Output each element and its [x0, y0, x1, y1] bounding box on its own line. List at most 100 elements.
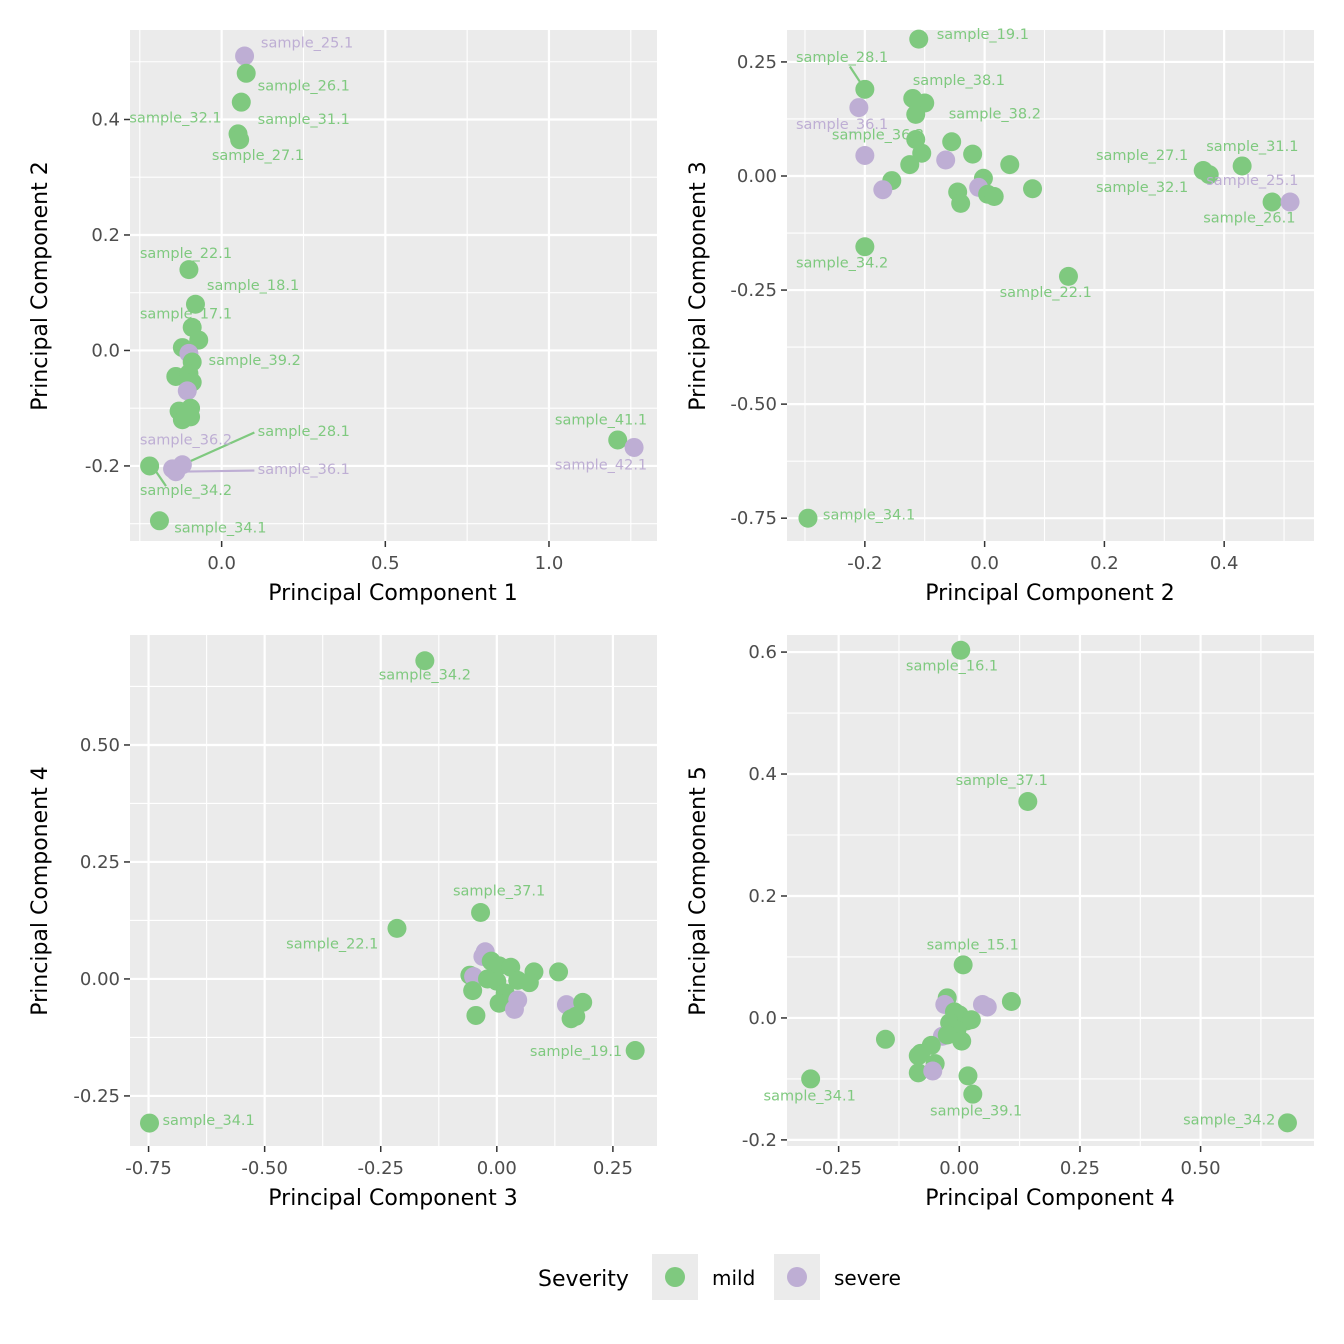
x-tick-label: -0.75 [125, 1158, 172, 1179]
x-axis-title: Principal Component 3 [268, 1186, 517, 1211]
data-point-mild [1001, 991, 1021, 1011]
sample-label: sample_41.1 [555, 412, 647, 428]
sample-label: sample_34.2 [1183, 1113, 1275, 1129]
x-tick-label: 0.50 [1181, 1158, 1221, 1179]
sample-label: sample_26.1 [1203, 211, 1295, 227]
panel-3: -0.75 -0.50 -0.25 0.00 0.25 -0.25 0.00 0.25 0.50… [28, 635, 657, 1211]
data-point-severe [855, 145, 875, 165]
data-point-mild [471, 902, 491, 922]
data-point-mild [140, 1113, 160, 1133]
data-point-mild [906, 104, 926, 124]
data-point-mild [908, 1046, 928, 1066]
sample-label: sample_28.1 [796, 50, 888, 66]
sample-label: sample_15.1 [927, 938, 1019, 954]
y-axis-title: Principal Component 2 [28, 161, 53, 410]
data-point-mild [953, 955, 973, 975]
sample-label: sample_34.2 [379, 667, 471, 683]
data-point-mild [963, 1084, 983, 1104]
sample-label: sample_34.1 [163, 1113, 255, 1129]
data-point-mild [951, 193, 971, 213]
data-point-mild [951, 640, 971, 660]
sample-label: sample_32.1 [129, 110, 221, 126]
data-point-mild [387, 918, 407, 938]
y-tick-label: -0.25 [73, 1086, 120, 1107]
data-point-severe [849, 98, 869, 118]
data-point-mild [549, 962, 569, 982]
sample-label: sample_37.1 [453, 884, 545, 900]
data-point-mild [984, 187, 1004, 207]
data-point-mild [230, 130, 250, 150]
legend-key-severe-dot [787, 1267, 807, 1287]
y-tick-label: 0.50 [80, 735, 120, 756]
y-tick-label: 0.25 [80, 852, 120, 873]
sample-label: sample_37.1 [956, 773, 1048, 789]
data-point-mild [1023, 179, 1043, 199]
data-point-mild [573, 992, 593, 1012]
data-point-severe [624, 437, 644, 457]
sample-label: sample_26.1 [258, 79, 350, 95]
data-point-mild [909, 29, 929, 49]
sample-label: sample_31.1 [1206, 139, 1298, 155]
panel-background [787, 30, 1314, 541]
data-point-mild [463, 981, 483, 1001]
x-tick-label: 0.5 [371, 553, 400, 574]
data-point-severe [235, 46, 255, 66]
x-tick-label: -0.25 [357, 1158, 404, 1179]
sample-label: sample_36.1 [258, 462, 350, 478]
x-tick-label: -0.2 [847, 553, 882, 574]
y-tick-label: 0.4 [91, 109, 120, 130]
data-point-mild [179, 260, 199, 280]
x-tick-label: 0.4 [1210, 553, 1239, 574]
legend-label-mild: mild [712, 1266, 755, 1290]
data-point-severe [923, 1061, 943, 1081]
data-point-mild [798, 508, 818, 528]
sample-label: sample_19.1 [530, 1044, 622, 1060]
sample-label: sample_34.1 [823, 508, 915, 524]
data-point-mild [1000, 155, 1020, 175]
data-point-mild [185, 294, 205, 314]
data-point-mild [1018, 791, 1038, 811]
x-tick-label: 0.0 [970, 553, 999, 574]
data-point-mild [140, 456, 160, 476]
data-point-mild [958, 1066, 978, 1086]
data-point-mild [855, 79, 875, 99]
x-axis-title: Principal Component 2 [925, 581, 1174, 606]
y-tick-label: 0.0 [91, 340, 120, 361]
sample-label: sample_16.1 [906, 658, 998, 674]
sample-label: sample_36.3 [832, 128, 924, 144]
y-axis-title: Principal Component 4 [28, 766, 53, 1015]
sample-label: sample_38.2 [949, 107, 1041, 123]
sample-label: sample_22.1 [140, 246, 232, 262]
data-point-mild [625, 1041, 645, 1061]
y-tick-label: 0.4 [748, 764, 777, 785]
y-tick-label: -0.75 [730, 508, 777, 529]
panel-2: -0.2 0.0 0.2 0.4 -0.75 -0.50 -0.25 0.00 0.25 samp… [686, 27, 1314, 606]
data-point-severe [1280, 192, 1300, 212]
x-tick-label: 0.0 [207, 553, 236, 574]
data-point-mild [231, 92, 251, 112]
legend-title: Severity [538, 1267, 629, 1292]
sample-label: sample_34.1 [764, 1088, 856, 1104]
sample-label: sample_18.1 [207, 278, 299, 294]
data-point-severe [936, 150, 956, 170]
pca-panels: 0.0 0.5 1.0 -0.2 0.0 0.2 0.4 sample_25.1 sample_… [28, 27, 1314, 1211]
sample-label: sample_19.1 [937, 27, 1029, 43]
panel-background [787, 635, 1314, 1146]
data-point-mild [801, 1069, 821, 1089]
data-point-mild [189, 330, 209, 350]
data-point-mild [952, 1031, 972, 1051]
data-point-mild [519, 973, 539, 993]
legend-label-severe: severe [834, 1266, 901, 1290]
severity-legend: Severity mild severe [538, 1254, 901, 1300]
data-point-mild [875, 1029, 895, 1049]
sample-label: sample_22.1 [1000, 285, 1092, 301]
data-point-mild [608, 430, 628, 450]
x-axis-title: Principal Component 1 [268, 581, 517, 606]
panel-background [130, 30, 657, 541]
y-tick-label: 0.25 [737, 52, 777, 73]
sample-label: sample_36.2 [140, 433, 232, 449]
data-point-severe [177, 381, 197, 401]
y-tick-label: 0.6 [748, 642, 777, 663]
x-tick-label: -0.25 [815, 1158, 862, 1179]
sample-label: sample_28.1 [258, 424, 350, 440]
